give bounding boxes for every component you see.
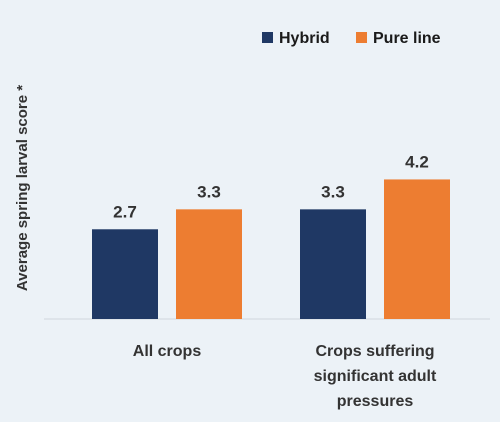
category-label-1-line-1: significant adult (314, 368, 437, 385)
legend-swatch-pure-line (356, 32, 367, 43)
data-label-hybrid-0: 2.7 (113, 202, 137, 221)
data-label-hybrid-1: 3.3 (321, 182, 345, 201)
legend-label-hybrid: Hybrid (279, 30, 330, 47)
bar-pure-line-1 (384, 179, 450, 319)
bar-hybrid-0 (92, 229, 158, 319)
legend: Hybrid Pure line (262, 30, 441, 47)
bar-pure-line-0 (176, 209, 242, 319)
category-label-1-line-2: pressures (337, 393, 414, 410)
legend-swatch-hybrid (262, 32, 273, 43)
bar-hybrid-1 (300, 209, 366, 319)
category-label-1-line-0: Crops suffering (315, 343, 434, 360)
data-label-pure-line-1: 4.2 (405, 152, 429, 171)
bars-group (92, 179, 450, 319)
category-labels-group: All crops Crops suffering significant adul… (133, 343, 437, 410)
y-axis-label: Average spring larval score * (14, 85, 31, 291)
category-label-0-line-0: All crops (133, 343, 202, 360)
data-labels-group: 2.7 3.3 3.3 4.2 (113, 152, 429, 221)
data-label-pure-line-0: 3.3 (197, 182, 221, 201)
legend-label-pure-line: Pure line (373, 30, 441, 47)
